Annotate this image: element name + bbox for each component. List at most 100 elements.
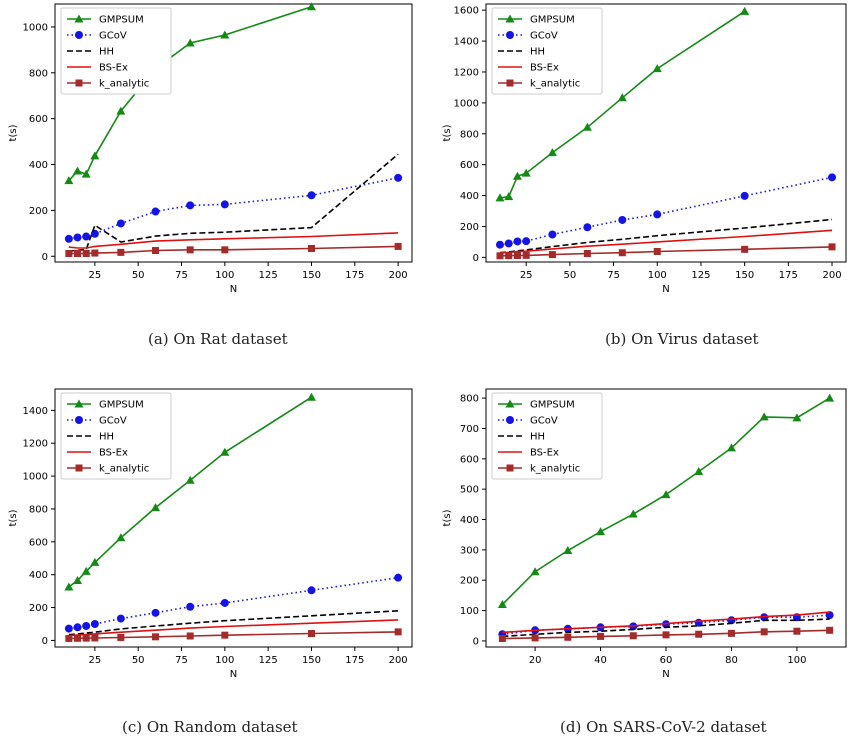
point-k-analytic-110: [826, 626, 834, 634]
point-gmpsum-15: [73, 166, 83, 175]
legend-marker-gcov: [506, 31, 514, 39]
legend-marker-k-analytic: [75, 79, 83, 87]
y-tick-label-100: 100: [460, 606, 479, 617]
point-gmpsum-80: [185, 38, 195, 47]
series-line-k-analytic: [68, 631, 399, 640]
series-line-bs-ex: [502, 611, 830, 634]
caption-rat: (a) On Rat dataset: [148, 330, 288, 348]
y-tick-label-600: 600: [29, 537, 48, 548]
y-tick-label-800: 800: [29, 68, 48, 79]
point-gcov-20: [82, 232, 91, 241]
legend-marker-k-analytic: [506, 464, 514, 472]
series-line-hh: [68, 610, 399, 636]
point-k-analytic-25: [522, 251, 530, 259]
x-tick-label-175: 175: [345, 270, 364, 281]
x-tick-label-75: 75: [175, 270, 188, 281]
series-line-hh: [68, 153, 399, 252]
x-axis-label: N: [662, 669, 669, 680]
x-tick-label-25: 25: [520, 270, 533, 281]
x-tick-label-100: 100: [215, 270, 234, 281]
legend: GMPSUM GCoV HH BS-Ex k_analytic: [491, 7, 603, 95]
legend-box: [60, 392, 172, 480]
x-tick-label-100: 100: [215, 655, 234, 666]
series-bs-ex: [68, 232, 399, 249]
point-gmpsum-15: [504, 192, 514, 201]
x-axis-label: N: [230, 284, 237, 295]
point-gcov-10: [64, 234, 73, 243]
x-tick-label-150: 150: [302, 270, 321, 281]
legend-label-gmpsum: GMPSUM: [99, 400, 144, 411]
y-tick-label-500: 500: [460, 485, 479, 496]
legend-box: [60, 7, 172, 95]
point-gcov-40: [548, 230, 557, 239]
y-tick-label-400: 400: [460, 191, 479, 202]
x-tick-label-75: 75: [607, 270, 620, 281]
series-k-analytic: [65, 628, 402, 642]
series-line-bs-ex: [499, 229, 833, 254]
x-tick-label-100: 100: [787, 655, 806, 666]
series-line-bs-ex: [68, 232, 399, 249]
legend-label-gcov: GCoV: [99, 31, 127, 42]
x-tick-label-200: 200: [389, 270, 408, 281]
point-gcov-150: [307, 586, 316, 595]
point-gmpsum-10: [64, 582, 74, 591]
y-tick-label-600: 600: [460, 160, 479, 171]
point-k-analytic-200: [394, 628, 402, 636]
y-tick-label-600: 600: [460, 454, 479, 465]
point-gcov-10: [495, 240, 504, 249]
point-k-analytic-20: [513, 252, 521, 260]
y-tick-label-1000: 1000: [23, 22, 48, 33]
y-tick-label-400: 400: [29, 160, 48, 171]
series-line-k-analytic: [68, 245, 399, 255]
point-k-analytic-80: [186, 632, 194, 640]
y-tick-label-400: 400: [29, 570, 48, 581]
point-k-analytic-15: [74, 250, 82, 258]
point-gcov-150: [740, 191, 749, 200]
legend-label-gmpsum: GMPSUM: [99, 15, 144, 26]
point-k-analytic-40: [117, 248, 125, 256]
point-gcov-25: [90, 619, 99, 628]
point-k-analytic-30: [564, 633, 572, 641]
caption-virus: (b) On Virus dataset: [605, 330, 759, 348]
point-k-analytic-80: [618, 249, 626, 257]
x-tick-label-50: 50: [564, 270, 577, 281]
y-tick-label-200: 200: [29, 206, 48, 217]
point-gmpsum-20: [512, 171, 522, 180]
x-tick-label-60: 60: [660, 655, 673, 666]
legend-box: [491, 392, 603, 480]
series-bs-ex: [499, 229, 833, 254]
point-gcov-60: [151, 608, 160, 617]
point-gmpsum-100: [652, 64, 662, 73]
point-gmpsum-100: [792, 413, 802, 422]
legend-label-k-analytic: k_analytic: [99, 79, 149, 90]
point-gmpsum-25: [90, 557, 100, 566]
x-tick-label-50: 50: [132, 655, 145, 666]
point-k-analytic-20: [82, 250, 90, 258]
x-tick-label-80: 80: [725, 655, 738, 666]
point-k-analytic-10: [65, 634, 73, 642]
y-tick-label-1200: 1200: [23, 439, 48, 450]
x-tick-label-150: 150: [735, 270, 754, 281]
y-axis-label: t(s): [442, 124, 453, 141]
point-k-analytic-100: [221, 246, 229, 254]
point-gmpsum-150: [306, 392, 316, 401]
series-line-hh: [502, 618, 830, 638]
point-k-analytic-60: [152, 247, 160, 255]
point-gmpsum-40: [116, 533, 126, 542]
point-k-analytic-200: [828, 243, 836, 251]
series-line-bs-ex: [68, 619, 399, 637]
y-axis-label: t(s): [442, 509, 453, 526]
point-k-analytic-10: [65, 250, 73, 258]
point-k-analytic-80: [727, 629, 735, 637]
x-tick-label-200: 200: [389, 655, 408, 666]
caption-random: (c) On Random dataset: [122, 718, 298, 736]
point-gcov-60: [151, 207, 160, 216]
x-tick-label-125: 125: [259, 655, 278, 666]
virus-chart: 25 50 75 100 125 150 175 200 0 200 400 600 800 1000 12…: [442, 3, 847, 295]
x-tick-label-25: 25: [88, 655, 101, 666]
point-gmpsum-80: [617, 93, 627, 102]
y-tick-label-200: 200: [29, 603, 48, 614]
point-gcov-110: [825, 611, 834, 620]
x-tick-label-200: 200: [822, 270, 841, 281]
